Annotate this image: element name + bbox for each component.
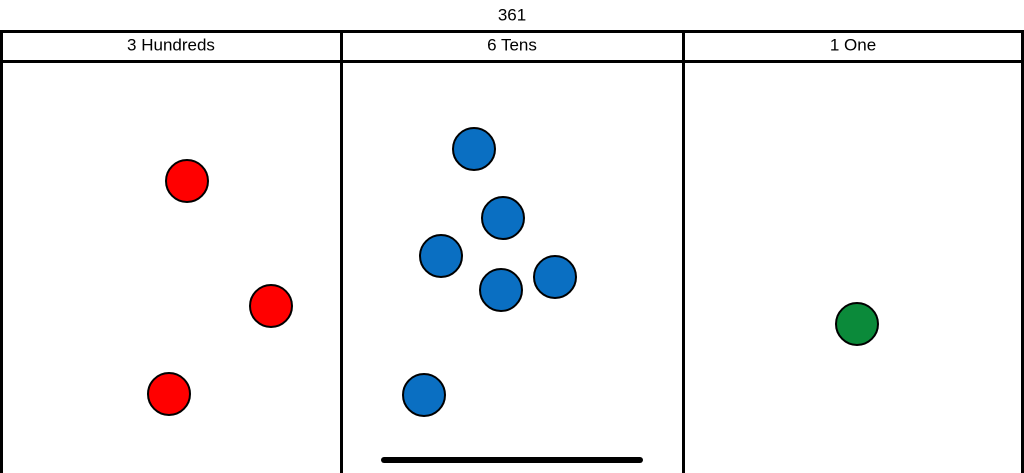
ones-counters — [835, 302, 879, 346]
ten-counter[interactable] — [452, 127, 496, 171]
column-header: 1 One — [830, 35, 876, 54]
hundred-counter[interactable] — [147, 372, 191, 416]
column-header: 6 Tens — [487, 35, 537, 54]
hundred-counter[interactable] — [249, 284, 293, 328]
hundred-counter[interactable] — [165, 159, 209, 203]
tens-counters — [402, 127, 577, 417]
column-header: 3 Hundreds — [127, 35, 215, 54]
ten-counter[interactable] — [402, 373, 446, 417]
ten-counter[interactable] — [533, 255, 577, 299]
one-counter[interactable] — [835, 302, 879, 346]
ten-counter[interactable] — [481, 196, 525, 240]
board-frame — [0, 30, 1024, 473]
home-indicator — [381, 457, 643, 463]
ten-counter[interactable] — [419, 234, 463, 278]
ten-counter[interactable] — [479, 268, 523, 312]
number-title: 361 — [498, 5, 526, 24]
hundreds-counters — [147, 159, 293, 416]
